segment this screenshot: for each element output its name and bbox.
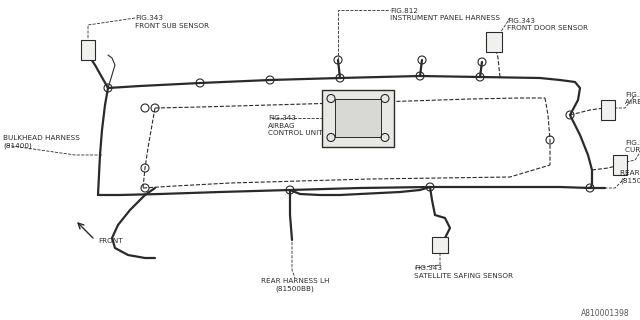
Bar [486,32,502,52]
Bar [601,100,615,120]
Text: FRONT: FRONT [98,238,123,244]
Text: BULKHEAD HARNESS
(81400): BULKHEAD HARNESS (81400) [3,135,80,149]
Text: A810001398: A810001398 [581,309,630,318]
Bar [432,237,448,253]
Bar [613,155,627,175]
Text: FIG.343
FRONT DOOR SENSOR: FIG.343 FRONT DOOR SENSOR [507,18,588,31]
Text: FIG.343
AIRBAG SIDE SENSOR: FIG.343 AIRBAG SIDE SENSOR [625,92,640,106]
Text: REAR HARNESS LH
(81500BB): REAR HARNESS LH (81500BB) [260,278,329,292]
FancyBboxPatch shape [335,99,381,137]
Text: FIG.343
SATELLITE SAFING SENSOR: FIG.343 SATELLITE SAFING SENSOR [414,265,513,278]
FancyBboxPatch shape [322,90,394,147]
Text: REAR HARNESS RH
(81500BA): REAR HARNESS RH (81500BA) [620,170,640,184]
Text: FIG.343
FRONT SUB SENSOR: FIG.343 FRONT SUB SENSOR [135,15,209,28]
Bar [81,40,95,60]
Text: FIG.343
AIRBAG
CONTROL UNIT: FIG.343 AIRBAG CONTROL UNIT [268,115,323,136]
Text: FIG.812
INSTRUMENT PANEL HARNESS: FIG.812 INSTRUMENT PANEL HARNESS [390,8,500,21]
Text: FIG.343
CURTAIN AIRBAG SENSOR: FIG.343 CURTAIN AIRBAG SENSOR [625,140,640,154]
